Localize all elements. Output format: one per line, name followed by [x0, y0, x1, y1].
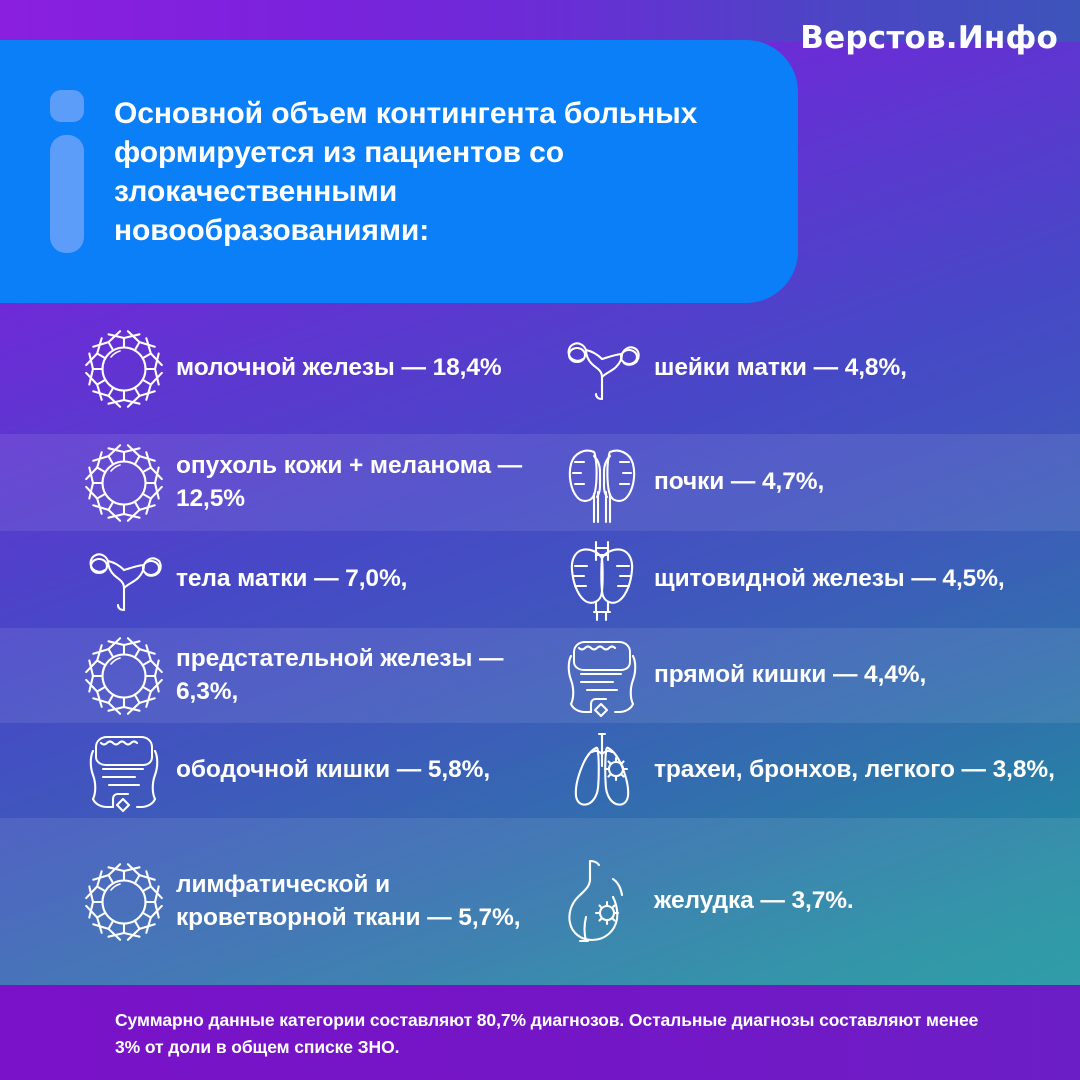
info-stem — [50, 135, 84, 253]
info-bar-icon — [50, 90, 84, 253]
list-item-label: щитовидной железы — 4,5%, — [654, 565, 1005, 593]
header-card: Основной объем контингента больных форми… — [0, 40, 798, 303]
thyroid-icon — [550, 538, 654, 622]
kidneys-icon — [550, 440, 654, 526]
list-item-label: прямой кишки — 4,4%, — [654, 661, 927, 689]
list-item-label: почки — 4,7%, — [654, 468, 825, 496]
cancer-cell-icon — [72, 443, 176, 523]
list-row: опухоль кожи + меланома — 12,5% почки — … — [0, 434, 1080, 531]
uterus-icon — [550, 333, 654, 405]
list-item: молочной железы — 18,4% — [0, 303, 540, 434]
list-row: молочной железы — 18,4% шейки матки — 4,… — [0, 303, 1080, 434]
intestine-icon — [72, 729, 176, 813]
list-row: ободочной кишки — 5,8%, трахеи, бронхов,… — [0, 723, 1080, 818]
list-item-label: опухоль кожи + меланома — 12,5% — [176, 451, 523, 512]
list-item: тела матки — 7,0%, — [0, 531, 540, 628]
list-item-label: лимфатической и кроветворной ткани — 5,7… — [176, 870, 521, 931]
intestine-icon — [550, 634, 654, 718]
lungs-icon — [550, 728, 654, 814]
stomach-icon — [550, 857, 654, 947]
list-item-label: желудка — 3,7%. — [654, 887, 854, 915]
list-item: лимфатической и кроветворной ткани — 5,7… — [0, 818, 540, 985]
list-item-label: шейки матки — 4,8%, — [654, 354, 907, 382]
list-item-label: ободочной кишки — 5,8%, — [176, 756, 491, 784]
list-item: почки — 4,7%, — [540, 434, 1080, 531]
list-item-label: молочной железы — 18,4% — [176, 354, 502, 382]
list-item-label: предстательной железы — 6,3%, — [176, 644, 504, 705]
list-row: тела матки — 7,0%, щитовидной железы — 4… — [0, 531, 1080, 628]
list-item-label: тела матки — 7,0%, — [176, 565, 408, 593]
brand-logo: Верстов.Инфо — [800, 20, 1058, 56]
list-item-label: трахеи, бронхов, легкого — 3,8%, — [654, 756, 1055, 784]
list-item: ободочной кишки — 5,8%, — [0, 723, 540, 818]
list-item: щитовидной железы — 4,5%, — [540, 531, 1080, 628]
list-item: прямой кишки — 4,4%, — [540, 628, 1080, 723]
top-strip — [0, 0, 1080, 42]
cancer-cell-icon — [72, 862, 176, 942]
list-row: лимфатической и кроветворной ткани — 5,7… — [0, 818, 1080, 985]
cancer-cell-icon — [72, 329, 176, 409]
page-title: Основной объем контингента больных форми… — [114, 96, 698, 247]
list-item: шейки матки — 4,8%, — [540, 303, 1080, 434]
list-item: предстательной железы — 6,3%, — [0, 628, 540, 723]
list-row: предстательной железы — 6,3%, прямой киш… — [0, 628, 1080, 723]
list-item: желудка — 3,7%. — [540, 818, 1080, 985]
footer-note-band: Суммарно данные категории составляют 80,… — [0, 985, 1080, 1080]
list-item: трахеи, бронхов, легкого — 3,8%, — [540, 723, 1080, 818]
list-item: опухоль кожи + меланома — 12,5% — [0, 434, 540, 531]
uterus-icon — [72, 544, 176, 616]
diagnosis-list: молочной железы — 18,4% шейки матки — 4,… — [0, 303, 1080, 985]
footer-note: Суммарно данные категории составляют 80,… — [115, 1010, 979, 1058]
info-dot — [50, 90, 84, 122]
cancer-cell-icon — [72, 636, 176, 716]
